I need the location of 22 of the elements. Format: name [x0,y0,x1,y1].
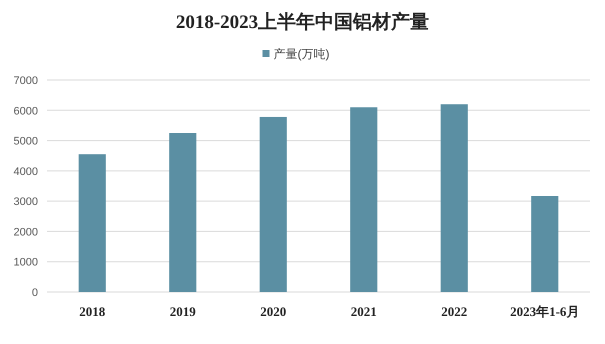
bar [531,196,558,292]
legend-label: 产量(万吨) [274,47,330,61]
y-tick-label: 2000 [14,226,38,238]
bar [260,116,287,292]
bar [169,133,196,292]
x-tick-label: 2021 [350,304,377,319]
x-tick-label: 2018 [79,304,106,319]
chart-title: 2018-2023上半年中国铝材产量 [176,11,430,33]
x-tick-label: 2022 [441,304,468,319]
y-tick-label: 6000 [14,105,38,118]
y-tick-label: 3000 [14,196,38,208]
y-tick-label: 5000 [14,136,38,148]
x-tick-label: 2020 [260,304,286,319]
bar [78,154,106,292]
y-tick-label: 1000 [14,256,38,269]
y-tick-label: 4000 [14,166,38,178]
bar [350,107,378,292]
bar [440,104,468,292]
x-tick-label: 2023年1-6月 [510,304,580,319]
y-tick-label: 7000 [14,75,38,87]
x-tick-label: 2019 [170,304,196,319]
y-tick-label: 0 [32,287,38,299]
